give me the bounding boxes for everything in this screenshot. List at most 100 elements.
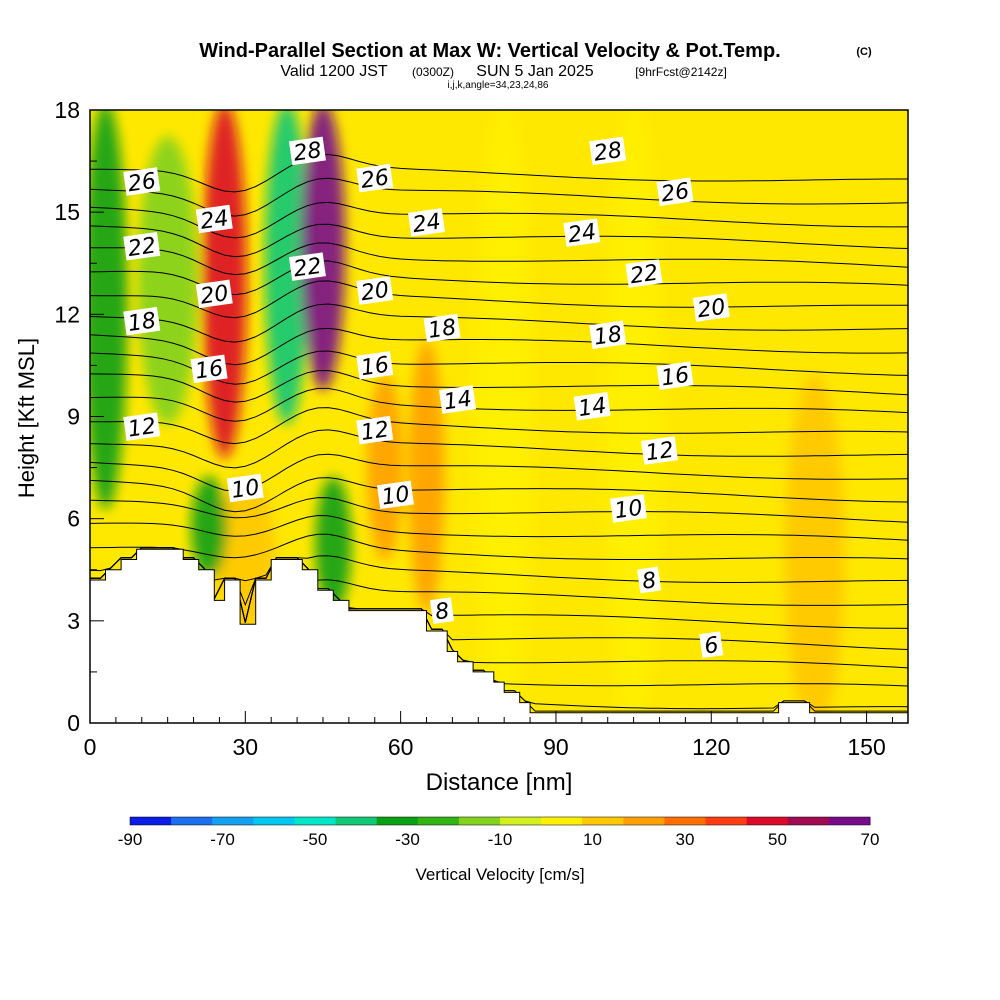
theta-contour-line (90, 153, 908, 193)
colorbar-swatch (705, 817, 748, 825)
contour-label: 16 (656, 361, 694, 392)
theta-contour-line (90, 350, 908, 385)
contour-label-text: 20 (199, 281, 230, 310)
contour-label-text: 26 (660, 179, 691, 208)
subtitle-indices: i,j,k,angle=34,23,24,86 (448, 80, 549, 91)
contour-label: 8 (637, 566, 662, 595)
y-tick-label: 12 (54, 301, 80, 327)
colorbar-tick-label: -90 (118, 830, 143, 849)
contour-label: 10 (376, 480, 414, 511)
contour-label: 12 (123, 412, 161, 443)
contour-label: 8 (429, 597, 455, 626)
contour-label-text: 10 (613, 496, 644, 525)
subtitle-valid: Valid 1200 JST (280, 63, 388, 80)
colorbar-swatch (253, 817, 295, 825)
plot-area: 2624222018161210282622242018161412108282… (90, 110, 908, 723)
contour-label: 16 (356, 351, 394, 381)
x-tick-label: 30 (233, 734, 259, 760)
contour-label-text: 14 (577, 393, 608, 422)
y-tick-label: 0 (67, 710, 80, 736)
contour-label: 10 (609, 494, 647, 525)
contour-label-text: 16 (194, 356, 225, 385)
velocity-cell (264, 110, 309, 425)
velocity-cell (784, 374, 845, 723)
contour-label: 22 (625, 259, 663, 289)
colorbar-tick-label: -50 (303, 830, 328, 849)
velocity-cell (90, 110, 128, 510)
contour-label: 28 (288, 136, 326, 167)
contour-label-text: 22 (126, 233, 157, 262)
contour-label-text: 6 (703, 633, 720, 660)
contour-label: 24 (563, 218, 601, 249)
contour-label-text: 28 (592, 138, 623, 167)
colorbar-swatch (294, 817, 337, 825)
contour-label-text: 10 (380, 482, 411, 511)
contour-label: 26 (123, 167, 161, 197)
contour-label-text: 20 (696, 295, 727, 324)
terrain-mask (90, 548, 908, 723)
contour-label-text: 18 (126, 308, 157, 337)
theta-contour-line (90, 453, 908, 492)
y-axis: 0 3 6 9 12 15 18 (54, 97, 104, 736)
colorbar-swatch (787, 817, 830, 825)
theta-contour-line (90, 407, 908, 445)
contour-label: 18 (123, 306, 161, 337)
theta-contour-line (90, 477, 908, 513)
colorbar-swatch (212, 817, 254, 825)
colorbar-swatch (458, 817, 501, 825)
theta-contour-line (90, 514, 908, 541)
contour-label-text: 22 (292, 254, 323, 283)
colorbar-tick-label: 30 (676, 830, 695, 849)
velocity-cell (408, 340, 445, 612)
y-tick-label: 18 (54, 97, 80, 123)
contour-label-text: 12 (644, 438, 675, 467)
velocity-cell (137, 136, 198, 425)
x-axis-label: Distance [nm] (426, 769, 573, 796)
contour-label: 26 (656, 177, 694, 208)
contour-label-text: 28 (292, 138, 323, 167)
y-tick-label: 15 (54, 199, 80, 225)
contour-label-text: 24 (566, 220, 597, 249)
contour-label: 24 (408, 208, 446, 238)
contour-label-text: 18 (592, 322, 623, 351)
colorbar-tick-label: -70 (210, 830, 235, 849)
velocity-cell (202, 110, 247, 459)
contour-label: 12 (356, 415, 394, 446)
x-axis: 0 30 60 90 120 150 (84, 711, 893, 760)
contour-label-text: 24 (199, 206, 230, 235)
y-tick-label: 6 (67, 506, 80, 532)
contour-label: 14 (439, 385, 477, 415)
contour-label-text: 12 (126, 414, 157, 443)
contour-label: 18 (589, 320, 627, 351)
theta-contour-line (90, 280, 908, 319)
contour-label-text: 26 (359, 165, 390, 194)
contour-label: 20 (195, 279, 233, 310)
colorbar-swatch (500, 817, 542, 825)
x-tick-label: 90 (543, 734, 569, 760)
colorbar-tick-label: -10 (488, 830, 513, 849)
theta-contour-line (90, 201, 908, 239)
contour-label: 28 (589, 136, 627, 167)
colorbar-swatch (623, 817, 665, 825)
theta-contour-line (90, 223, 908, 258)
colorbar-swatch (582, 817, 624, 825)
colorbar-swatch (541, 817, 583, 825)
contour-label: 22 (288, 252, 326, 283)
contour-label-text: 16 (660, 363, 691, 392)
contour-label-text: 8 (434, 599, 451, 626)
contour-label-text: 12 (359, 417, 390, 446)
theta-contour-line (90, 387, 908, 422)
y-axis-label: Height [Kft MSL] (14, 338, 39, 498)
y-tick-label: 9 (67, 404, 80, 430)
colorbar-frame (129, 816, 871, 826)
contour-label: 18 (423, 313, 461, 344)
colorbar-tick-label: -30 (395, 830, 420, 849)
subtitle-date: SUN 5 Jan 2025 (476, 63, 594, 80)
x-tick-label: 60 (388, 734, 414, 760)
colorbar-swatch (417, 817, 460, 825)
contour-label: 16 (190, 354, 228, 385)
colorbar-tick-label: 70 (861, 830, 880, 849)
colorbar-swatch (746, 817, 789, 825)
contour-label: 14 (573, 392, 611, 422)
